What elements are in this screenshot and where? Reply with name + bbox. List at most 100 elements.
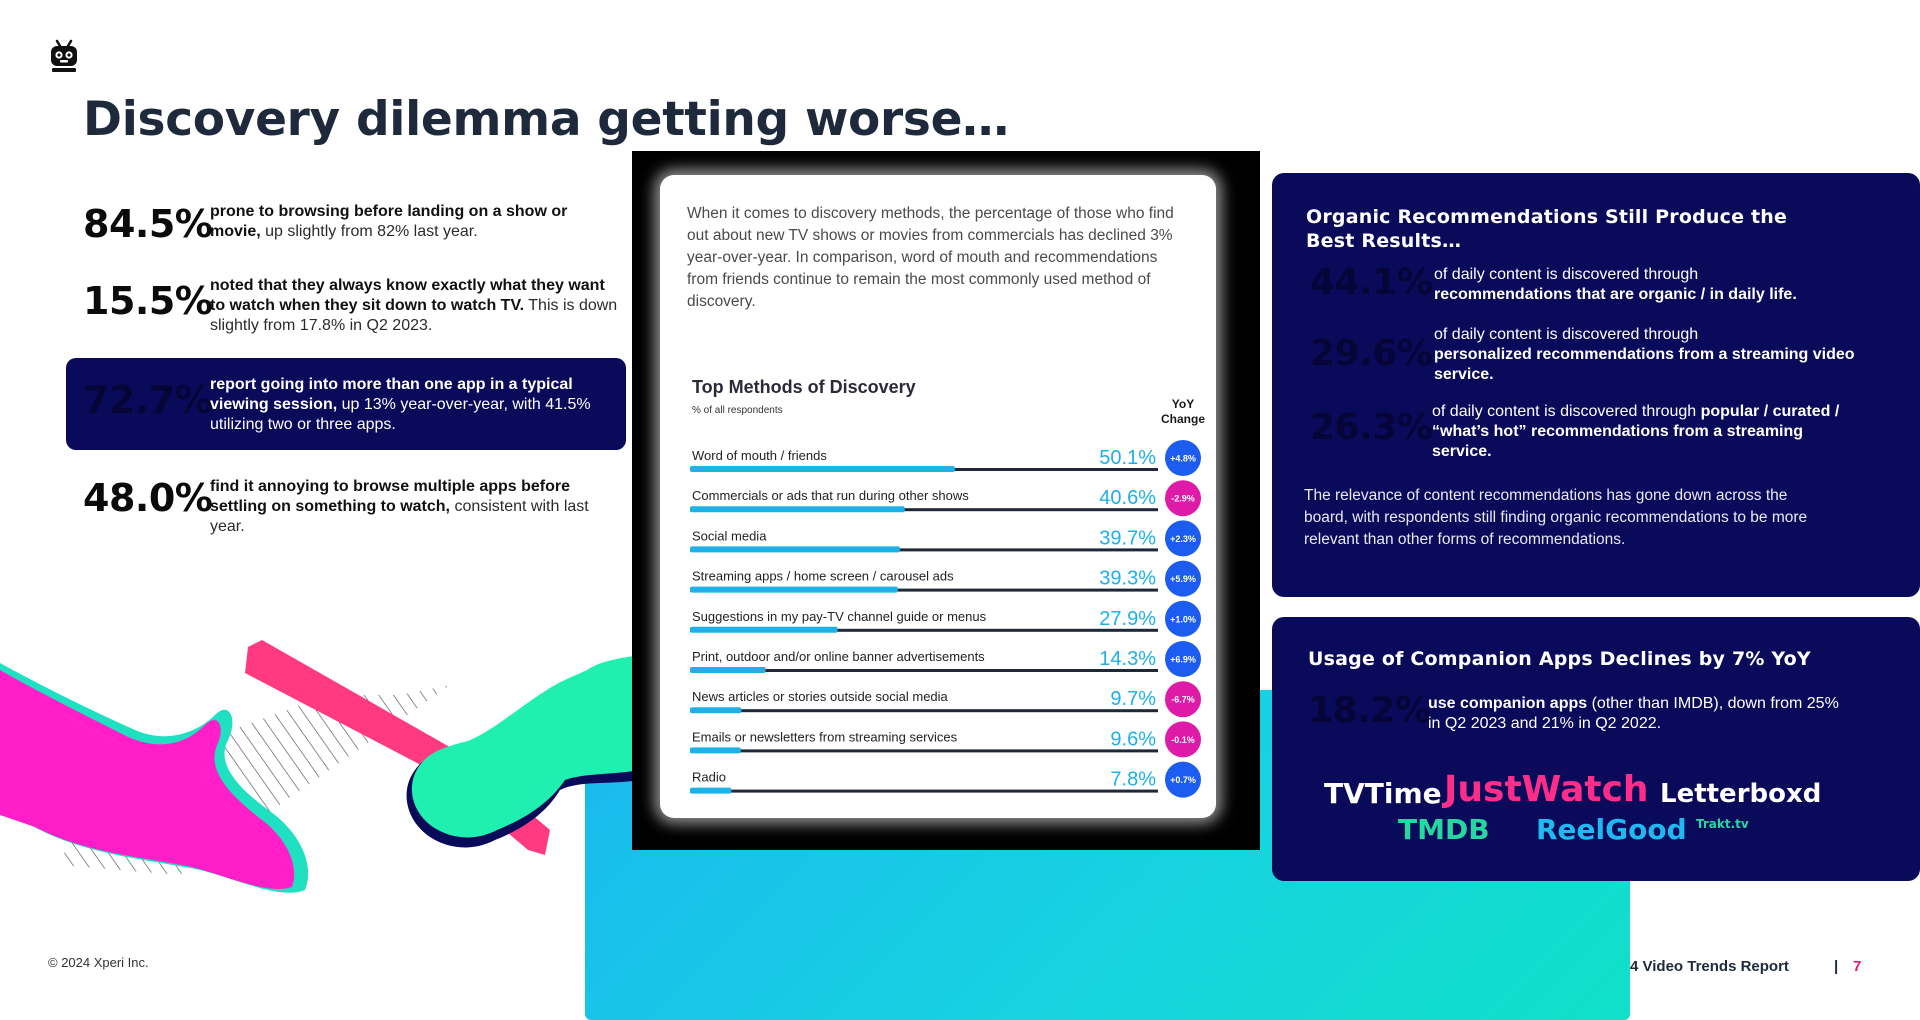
yoy-change-label: -0.1% (1171, 735, 1195, 745)
brand-tvtime-logo: TVTime (1324, 777, 1442, 810)
bar-value-label: 50.1% (1099, 447, 1156, 469)
bar (690, 747, 741, 754)
hands-illustration (0, 640, 640, 893)
yoy-header-line2: Change (1160, 412, 1205, 426)
bar-track (690, 628, 1158, 632)
stat-text: find it annoying to browse multiple apps… (210, 477, 620, 537)
bar-category-label: Streaming apps / home screen / carousel … (692, 569, 954, 584)
stat-pre: of daily content is discovered through (1432, 403, 1701, 420)
stat-pre: of daily content is discovered through (1434, 266, 1699, 283)
yoy-change-label: +0.7% (1170, 775, 1196, 785)
stat-pre: of daily content is discovered through (1434, 326, 1699, 343)
bar-category-label: Word of mouth / friends (692, 448, 827, 463)
report-label: 4 Video Trends Report (1630, 958, 1789, 975)
tv-character-icon (51, 39, 77, 72)
yoy-change-label: +1.0% (1170, 614, 1196, 624)
bar-value-label: 7.8% (1110, 769, 1156, 791)
bar-value-label: 40.6% (1099, 487, 1156, 509)
stat-text: of daily content is discovered through r… (1434, 265, 1874, 305)
stat-bold: recommendations that are organic / in da… (1434, 286, 1797, 303)
stat-rest: up slightly from 82% last year. (260, 223, 478, 240)
brand-trakt-logo: Trakt.tv (1696, 817, 1749, 831)
stat-bold: report going into more than one app in a… (210, 376, 573, 413)
stat-bold: noted that they always know exactly what… (210, 277, 605, 314)
stat-bold: prone to browsing before landing on a sh… (210, 203, 568, 240)
yoy-change-badge (1165, 761, 1201, 798)
stat-bold: personalized recommendations from a stre… (1434, 346, 1855, 383)
brand-reelgood-logo: ReelGood (1536, 813, 1687, 846)
brand-tmdb-logo: TMDB (1398, 813, 1490, 846)
panel-title-line1: Organic Recommendations Still Produce th… (1306, 206, 1788, 228)
companion-apps-panel: Usage of Companion Apps Declines by 7% Y… (1272, 617, 1920, 881)
stat-bold: find it annoying to browse multiple apps… (210, 478, 571, 515)
organic-recommendations-panel: Organic Recommendations Still Produce th… (1272, 173, 1920, 597)
bar-category-label: News articles or stories outside social … (692, 689, 949, 704)
stat-value: 29.6% (1310, 333, 1433, 374)
stat-text: use companion apps (other than IMDB), do… (1428, 694, 1848, 734)
bar-value-label: 14.3% (1099, 648, 1156, 670)
yoy-change-badge (1165, 641, 1201, 677)
bar (690, 546, 900, 553)
copyright: © 2024 Xperi Inc. (48, 955, 149, 970)
panel-title-line2: Best Results… (1306, 230, 1462, 252)
panel-note: The relevance of content recommendations… (1304, 487, 1808, 548)
tv-intro-text: When it comes to discovery methods, the … (687, 205, 1174, 310)
stat-browsing: 84.5% prone to browsing before landing o… (66, 198, 626, 290)
bar-category-label: Social media (692, 528, 767, 543)
stat-text: prone to browsing before landing on a sh… (210, 202, 620, 242)
brand-justwatch-logo: JustWatch (1444, 769, 1649, 810)
bar (690, 466, 955, 472)
yoy-change-badge (1165, 600, 1201, 637)
yoy-change-label: -2.9% (1171, 494, 1195, 504)
yoy-change-badge (1165, 440, 1201, 476)
bar-track (690, 669, 1158, 672)
stat-rest: This is down slightly from 17.8% in Q2 2… (210, 297, 618, 334)
stat-value: 84.5% (83, 202, 213, 246)
stat-text: noted that they always know exactly what… (210, 276, 620, 336)
bar-value-label: 39.7% (1099, 527, 1156, 549)
bar (690, 506, 905, 513)
bar-track (690, 709, 1158, 713)
stat-value: 18.2% (1308, 690, 1431, 731)
stat-rest: consistent with last year. (210, 498, 589, 535)
stat-value: 72.7% (83, 378, 213, 422)
bar-track (690, 548, 1158, 552)
yoy-change-label: +5.9% (1170, 574, 1196, 584)
yoy-change-badge (1165, 520, 1201, 557)
yoy-change-badge (1165, 681, 1201, 718)
bar-category-label: Emails or newsletters from streaming ser… (692, 729, 958, 744)
stat-value: 44.1% (1310, 262, 1433, 303)
stat-value: 48.0% (83, 476, 213, 520)
bar-category-label: Radio (692, 770, 726, 785)
yoy-change-label: +6.9% (1170, 655, 1196, 665)
stat-value: 26.3% (1310, 407, 1433, 448)
yoy-change-label: +2.3% (1170, 534, 1196, 544)
stat-multiple-apps: 72.7% report going into more than one ap… (66, 358, 626, 450)
yoy-change-label: +4.8% (1170, 454, 1196, 464)
yoy-change-header: YoY Change (1150, 397, 1216, 427)
bar-track (690, 588, 1158, 592)
bar-value-label: 27.9% (1099, 608, 1156, 630)
stat-annoying-browsing: 48.0% find it annoying to browse multipl… (66, 476, 626, 568)
bar-track (690, 749, 1158, 753)
stat-rest: up 13% year-over-year, with 41.5% utiliz… (210, 396, 591, 433)
bar-value-label: 9.7% (1110, 688, 1156, 710)
bar (690, 787, 732, 794)
yoy-header-line1: YoY (1171, 397, 1195, 411)
page-number: 7 (1853, 958, 1862, 975)
bar-value-label: 39.3% (1099, 568, 1156, 590)
bar-value-label: 9.6% (1110, 728, 1156, 750)
panel-title: Usage of Companion Apps Declines by 7% Y… (1308, 648, 1811, 670)
page-separator: | (1834, 958, 1839, 975)
stat-text: of daily content is discovered through p… (1432, 402, 1852, 462)
yoy-change-badge (1165, 560, 1201, 597)
bar-category-label: Suggestions in my pay-TV channel guide o… (692, 609, 987, 624)
stat-know-what-to-watch: 15.5% noted that they always know exactl… (66, 273, 626, 365)
chart-subtitle: % of all respondents (692, 405, 783, 416)
bar (690, 707, 742, 714)
stat-rest: (other than IMDB), down from 25% in Q2 2… (1428, 695, 1839, 732)
stat-bold: popular / curated / “what’s hot” recomme… (1432, 403, 1840, 460)
bar (690, 667, 766, 673)
stat-bold: use companion apps (1428, 695, 1588, 712)
bar-track (690, 789, 1158, 793)
